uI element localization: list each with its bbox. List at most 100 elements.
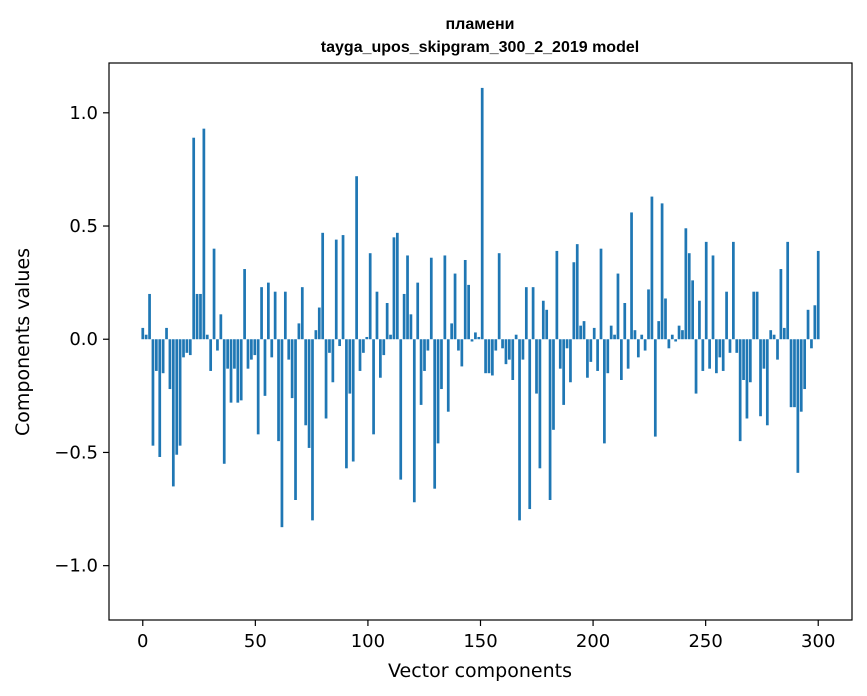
bar bbox=[222, 339, 226, 464]
bar bbox=[345, 339, 348, 469]
x-tick-label: 300 bbox=[801, 631, 835, 652]
chart-title-model: tayga_upos_skipgram_300_2_2019 model bbox=[321, 39, 639, 56]
bar bbox=[657, 321, 661, 340]
bar bbox=[375, 291, 379, 340]
y-tick-label: 1.0 bbox=[69, 103, 98, 124]
bar bbox=[507, 339, 511, 360]
bar bbox=[694, 339, 698, 394]
bar bbox=[341, 235, 345, 340]
bar bbox=[409, 314, 413, 340]
bar bbox=[562, 339, 566, 405]
bar bbox=[392, 237, 396, 340]
bar bbox=[738, 339, 742, 442]
bar bbox=[151, 339, 155, 446]
bar bbox=[715, 339, 718, 374]
bar bbox=[460, 339, 464, 367]
bar bbox=[250, 339, 253, 360]
bar bbox=[545, 309, 549, 340]
bar bbox=[402, 293, 406, 340]
x-tick-label: 0 bbox=[137, 631, 148, 652]
x-tick-label: 250 bbox=[688, 631, 722, 652]
bar bbox=[236, 339, 240, 403]
bar bbox=[684, 228, 688, 340]
bar bbox=[501, 339, 504, 349]
bar bbox=[497, 253, 501, 340]
bar bbox=[161, 339, 165, 374]
bar bbox=[613, 334, 616, 340]
bar bbox=[304, 339, 308, 426]
bar bbox=[185, 339, 189, 353]
x-tick-label: 150 bbox=[463, 631, 497, 652]
bar bbox=[484, 339, 487, 374]
bar bbox=[630, 212, 633, 340]
bar bbox=[769, 330, 773, 340]
bar bbox=[368, 253, 372, 340]
y-tick-label: 0.5 bbox=[69, 216, 98, 237]
bar bbox=[202, 128, 206, 340]
bar bbox=[199, 293, 202, 340]
bar bbox=[636, 339, 640, 358]
bar bbox=[759, 339, 762, 417]
bar bbox=[674, 339, 678, 342]
bar bbox=[294, 339, 297, 500]
bar bbox=[311, 339, 314, 521]
bar bbox=[470, 339, 474, 342]
bar bbox=[762, 339, 766, 369]
bar bbox=[528, 339, 532, 510]
bar bbox=[178, 339, 182, 446]
bar bbox=[650, 196, 654, 340]
bar bbox=[141, 327, 145, 340]
bar bbox=[742, 339, 745, 380]
bar bbox=[321, 232, 325, 340]
bar bbox=[287, 339, 291, 360]
bar bbox=[372, 339, 375, 435]
bar bbox=[796, 339, 800, 473]
bar bbox=[596, 339, 599, 371]
bar bbox=[521, 339, 525, 360]
bar bbox=[786, 241, 790, 340]
y-tick-label: 0.0 bbox=[69, 329, 98, 350]
bar bbox=[280, 339, 284, 528]
bar bbox=[209, 339, 213, 371]
bar bbox=[535, 339, 538, 394]
bar bbox=[212, 248, 216, 340]
bar bbox=[538, 339, 542, 469]
bar bbox=[154, 339, 158, 371]
bar bbox=[450, 323, 454, 340]
bar bbox=[667, 339, 671, 349]
bar bbox=[725, 291, 728, 340]
bar bbox=[351, 339, 355, 462]
bar bbox=[603, 339, 606, 444]
y-axis-label: Components values bbox=[12, 248, 34, 436]
bar bbox=[782, 327, 786, 340]
bar bbox=[328, 339, 331, 353]
bar bbox=[494, 339, 498, 351]
bar bbox=[419, 339, 423, 405]
bar bbox=[233, 339, 236, 369]
bar bbox=[732, 241, 735, 340]
bar bbox=[168, 339, 172, 390]
bar bbox=[813, 305, 817, 340]
bar bbox=[803, 339, 807, 390]
bar bbox=[263, 339, 267, 396]
bar bbox=[810, 339, 813, 349]
bar bbox=[423, 339, 426, 371]
bar bbox=[365, 336, 369, 340]
bar bbox=[399, 339, 403, 480]
y-tick-label: −1.0 bbox=[54, 556, 98, 577]
bar bbox=[426, 339, 430, 351]
bar bbox=[270, 339, 274, 358]
bar bbox=[182, 339, 185, 358]
x-axis: 0 50 100 150 200 250 300 bbox=[137, 620, 835, 652]
bar bbox=[718, 339, 722, 358]
bar bbox=[708, 339, 711, 369]
bar bbox=[793, 339, 796, 408]
y-tick-label: −0.5 bbox=[54, 442, 98, 463]
bar bbox=[416, 282, 420, 340]
x-tick-label: 200 bbox=[576, 631, 610, 652]
bar bbox=[307, 339, 311, 448]
bar bbox=[290, 339, 294, 399]
bar bbox=[735, 339, 739, 353]
bar bbox=[640, 334, 644, 340]
x-tick-label: 100 bbox=[351, 631, 385, 652]
